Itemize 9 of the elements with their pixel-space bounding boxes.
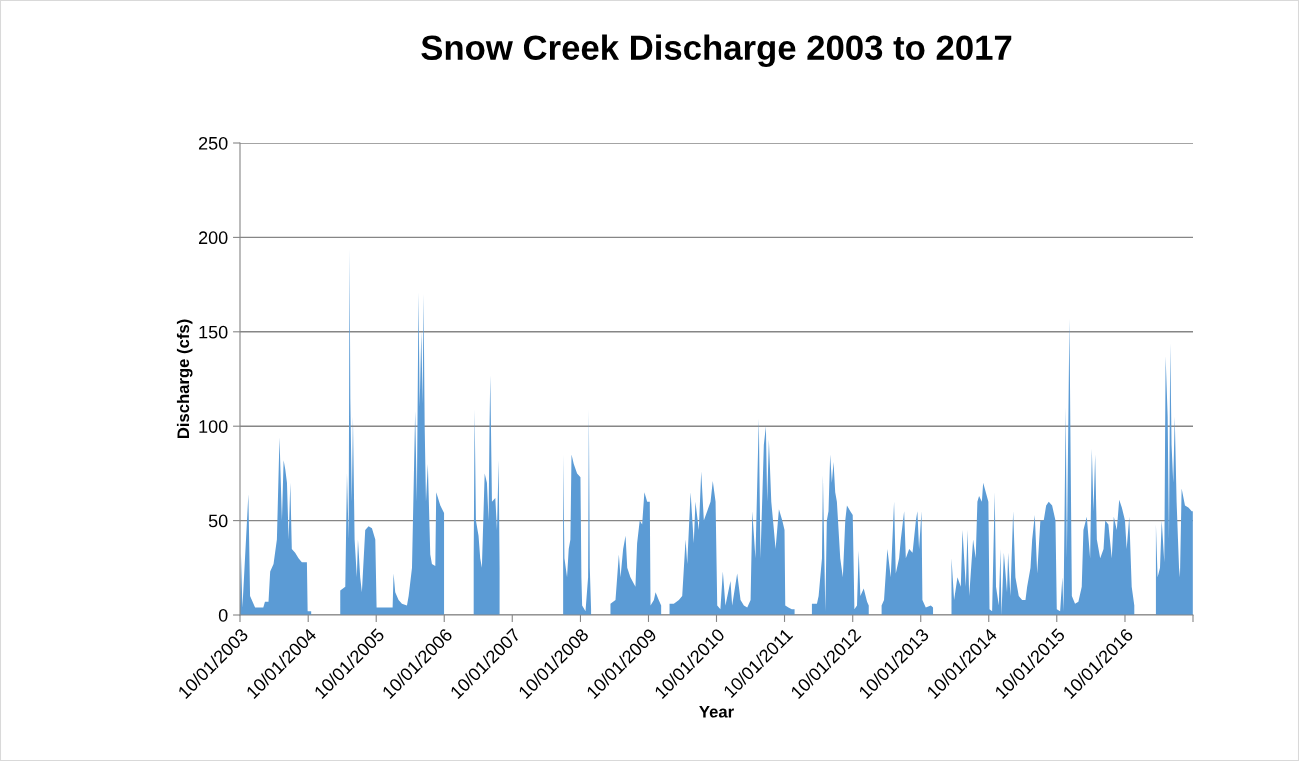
x-axis-title: Year — [699, 705, 734, 718]
y-tick-label: 250 — [198, 136, 228, 150]
y-tick-label: 50 — [208, 514, 228, 528]
y-axis-title: Discharge (cfs) — [176, 319, 193, 439]
y-tick-label: 100 — [199, 420, 228, 433]
y-tick-label: 0 — [218, 608, 228, 622]
y-tick-label: 150 — [199, 325, 228, 339]
chart-title: Snow Creek Discharge 2003 to 2017 — [421, 34, 1012, 68]
y-tick-label: 200 — [198, 231, 228, 245]
